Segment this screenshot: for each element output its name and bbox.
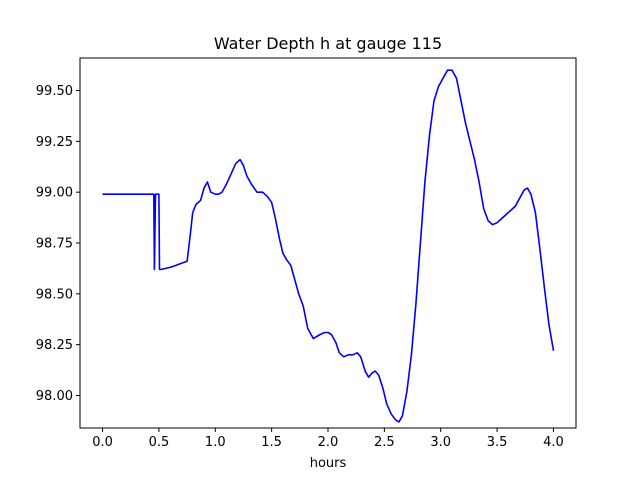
y-tick-label: 99.00 [36,186,73,201]
y-tick-label: 98.25 [36,338,73,353]
axis-ticks: 0.0 0.5 1.0 1.5 2.0 2.5 3.0 3.5 4.0 98.00 98.25 98.… [36,84,564,450]
x-tick-label: 4.0 [543,435,564,450]
x-tick-label: 1.5 [261,435,282,450]
chart-title: Water Depth h at gauge 115 [214,34,442,53]
y-tick-label: 99.50 [36,84,73,99]
y-tick-label: 98.75 [36,237,73,252]
x-tick-label: 2.5 [374,435,395,450]
plot-frame [79,57,577,429]
x-tick-label: 3.0 [430,435,451,450]
y-tick-label: 99.25 [36,135,73,150]
x-tick-label: 3.5 [487,435,508,450]
x-tick-label: 2.0 [318,435,339,450]
x-tick-label: 0.0 [92,435,113,450]
y-tick-label: 98.00 [36,389,73,404]
x-tick-label: 0.5 [149,435,170,450]
series-line-0 [102,69,555,423]
x-tick-label: 1.0 [205,435,226,450]
x-axis-label: hours [310,456,347,471]
y-tick-label: 98.50 [36,287,73,302]
plot-area [102,69,555,423]
